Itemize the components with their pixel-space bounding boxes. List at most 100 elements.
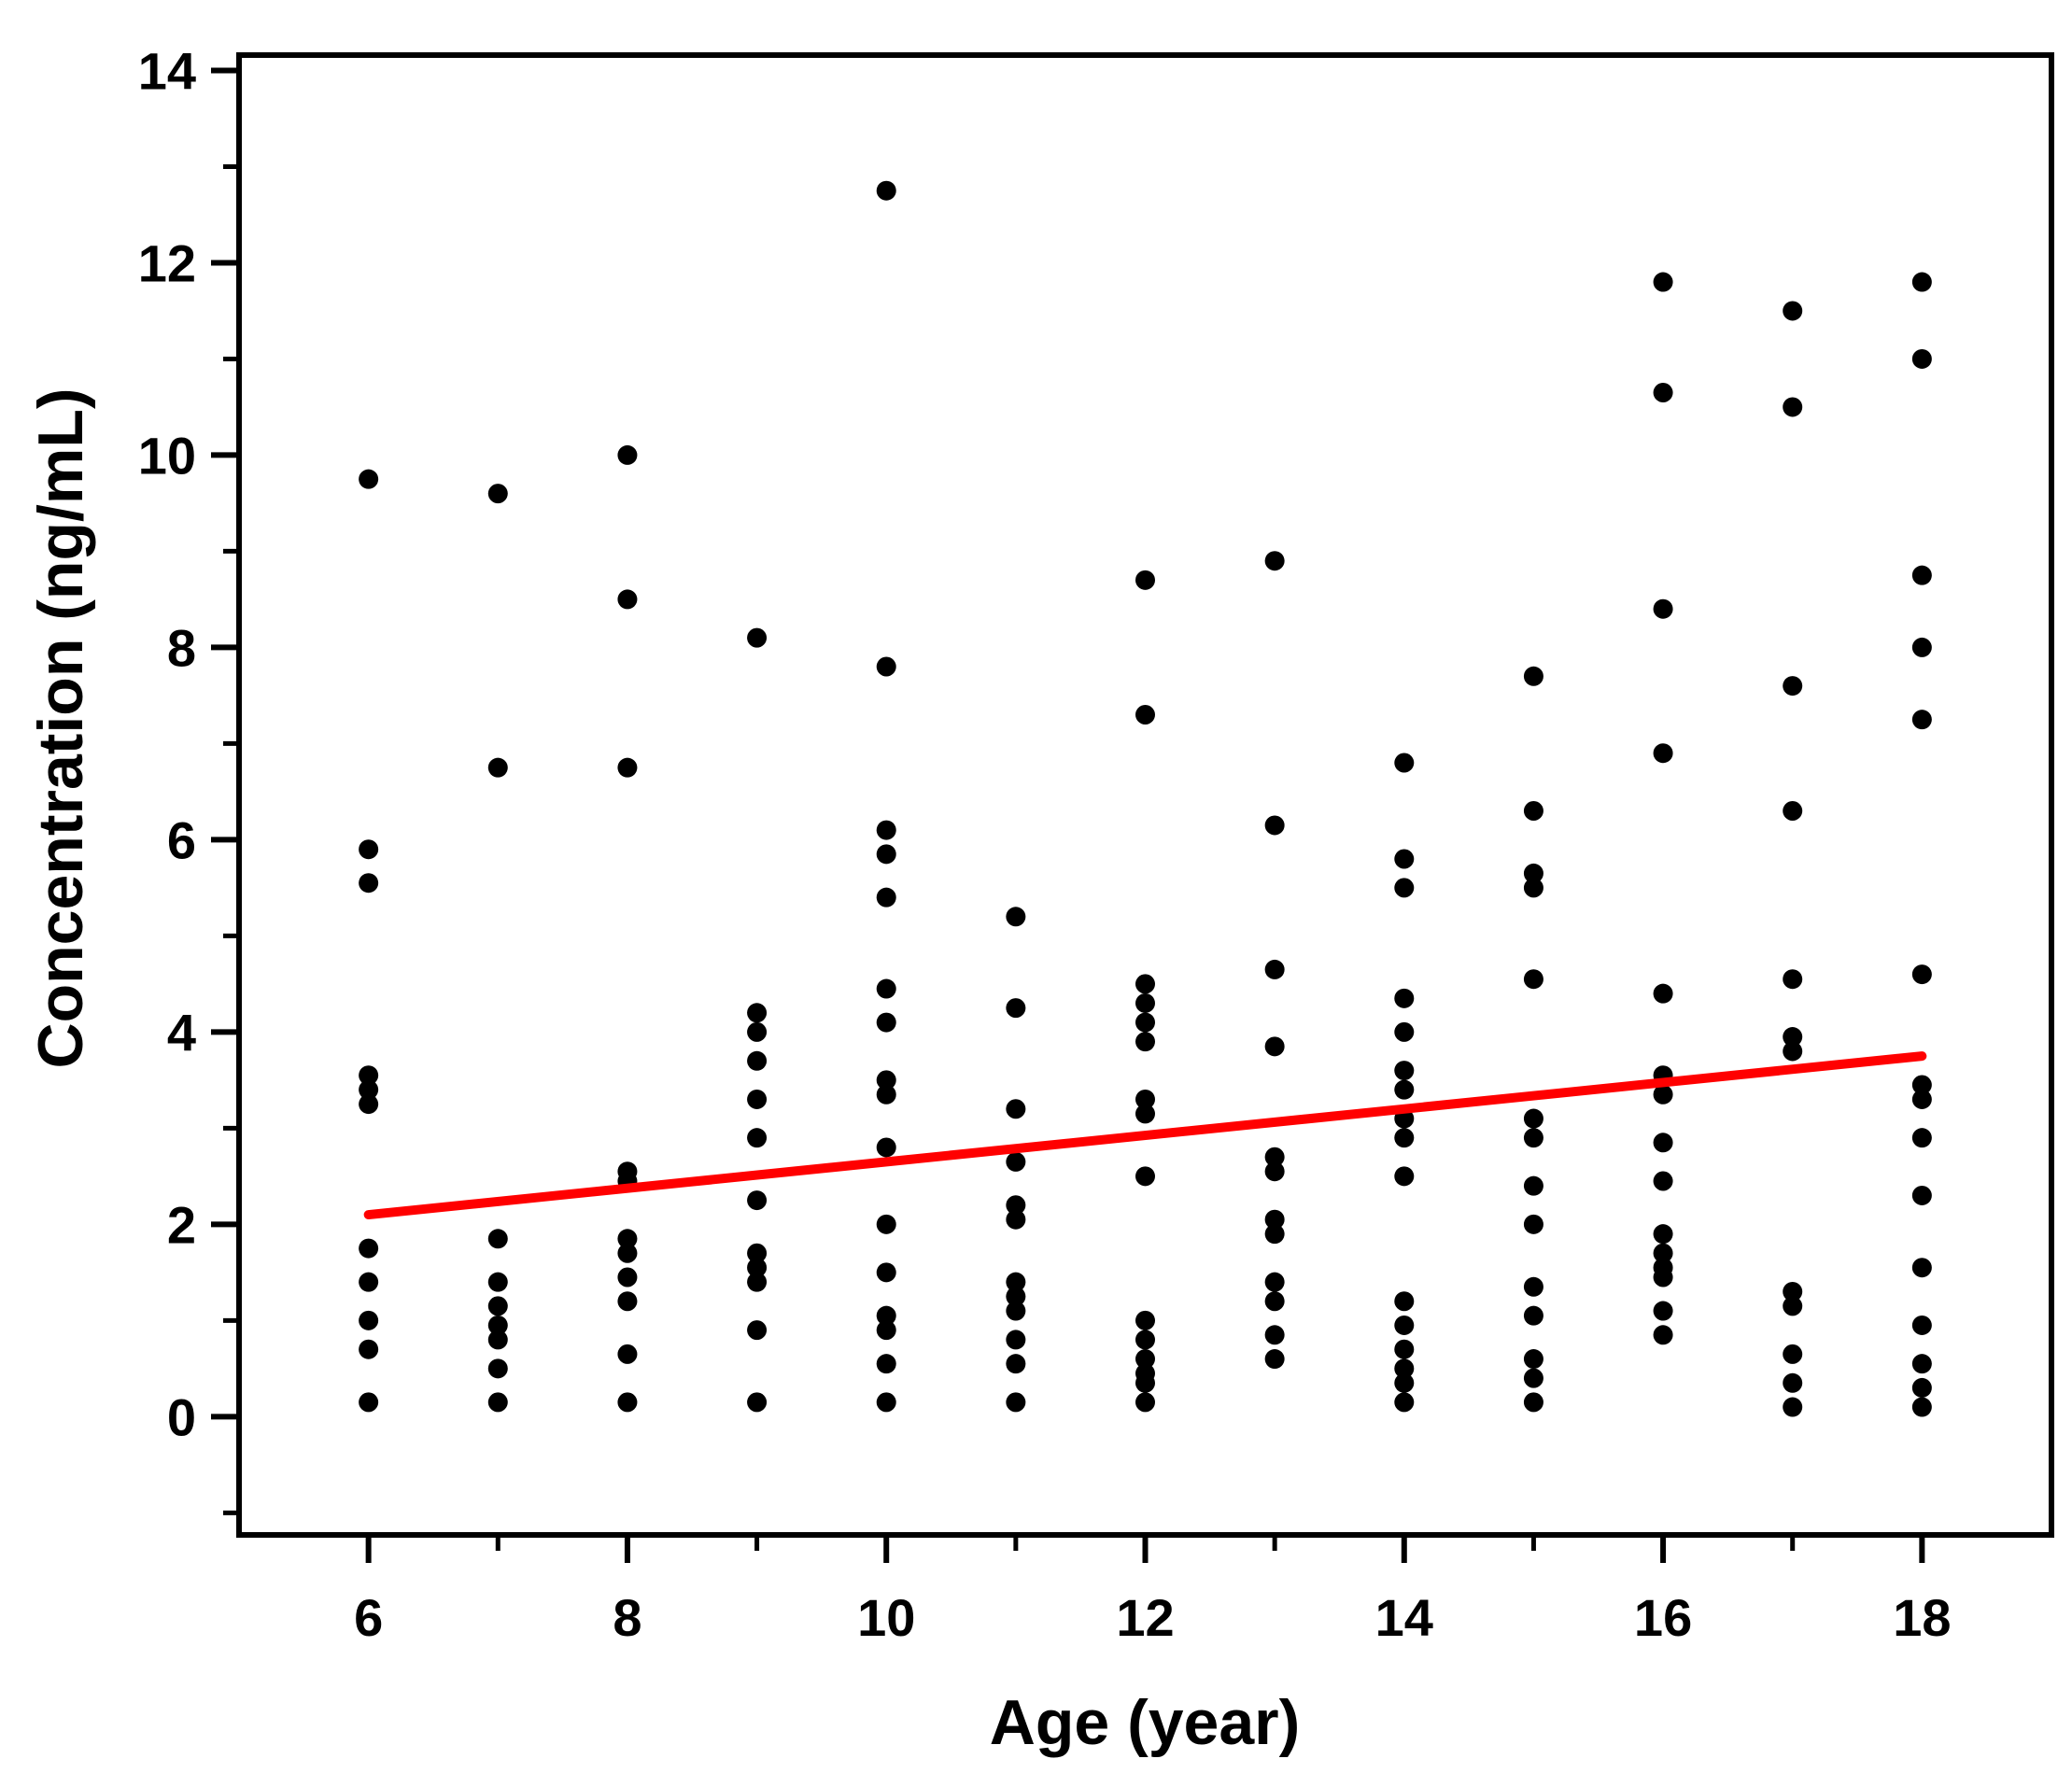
data-point [617, 757, 638, 778]
data-point [747, 1272, 768, 1292]
data-point [1264, 959, 1285, 979]
data-point [1911, 272, 1932, 292]
data-point [617, 1392, 638, 1413]
data-point [1394, 878, 1415, 898]
data-point [1006, 1195, 1026, 1216]
data-point [1653, 1084, 1673, 1105]
data-point [1911, 964, 1932, 985]
x-tick-label: 10 [857, 1588, 915, 1647]
data-point [1653, 382, 1673, 402]
data-point [1264, 1291, 1285, 1312]
data-point [1264, 551, 1285, 571]
data-point [1006, 998, 1026, 1019]
data-point [487, 1358, 508, 1379]
data-point [747, 627, 768, 648]
x-tick-label: 18 [1893, 1588, 1951, 1647]
data-point [1264, 1209, 1285, 1230]
data-point [1135, 570, 1155, 590]
data-point [1394, 1166, 1415, 1187]
data-point [1783, 800, 1803, 821]
y-tick-label: 10 [138, 426, 196, 485]
y-tick-label: 14 [138, 41, 196, 100]
data-point [617, 1291, 638, 1312]
data-point [1783, 1397, 1803, 1417]
data-point [1911, 1377, 1932, 1398]
data-point [1523, 1349, 1543, 1370]
data-point [1653, 1224, 1673, 1245]
data-point [617, 1243, 638, 1263]
data-point [1911, 1089, 1932, 1109]
data-point [1394, 1358, 1415, 1379]
data-point [487, 1392, 508, 1413]
data-point [747, 1021, 768, 1042]
y-tick-label: 0 [167, 1387, 196, 1446]
data-point [617, 1344, 638, 1364]
data-point [1394, 1392, 1415, 1413]
x-tick-label: 6 [354, 1588, 383, 1647]
data-point [1523, 1368, 1543, 1388]
data-point [876, 1320, 896, 1341]
data-point [1783, 1372, 1803, 1393]
data-point [1911, 1075, 1932, 1095]
data-point [747, 1243, 768, 1263]
data-point [747, 1089, 768, 1109]
data-point [1135, 1310, 1155, 1330]
data-point [1523, 1108, 1543, 1129]
data-point [1006, 1301, 1026, 1321]
data-point [1911, 1128, 1932, 1148]
data-point [1911, 348, 1932, 369]
data-point [1135, 1012, 1155, 1033]
data-point [359, 839, 379, 860]
data-point [1394, 1315, 1415, 1335]
data-point [1911, 1315, 1932, 1335]
data-point [359, 1310, 379, 1330]
data-point [359, 1392, 379, 1413]
data-point [1783, 301, 1803, 321]
data-point [876, 656, 896, 677]
y-tick-label: 12 [138, 233, 196, 292]
data-point [1783, 1281, 1803, 1302]
data-point [1394, 753, 1415, 773]
data-point [1264, 1325, 1285, 1345]
y-tick-label: 6 [167, 810, 196, 869]
data-point [487, 484, 508, 504]
data-point [359, 1079, 379, 1100]
data-point [1006, 1151, 1026, 1172]
data-point [1135, 705, 1155, 725]
x-axis-title: Age (year) [990, 1687, 1301, 1758]
x-tick-label: 16 [1634, 1588, 1692, 1647]
data-point [617, 1267, 638, 1288]
data-point [876, 887, 896, 908]
data-point [747, 1003, 768, 1023]
data-point [359, 1065, 379, 1086]
data-point [1006, 1272, 1026, 1292]
data-point [487, 1330, 508, 1350]
data-point [1264, 1272, 1285, 1292]
data-point [1264, 815, 1285, 836]
data-point [1006, 1330, 1026, 1350]
data-point [359, 1272, 379, 1292]
data-point [1523, 969, 1543, 990]
data-point [876, 1070, 896, 1091]
y-tick-label: 8 [167, 618, 196, 677]
data-point [1135, 1032, 1155, 1052]
data-point [1653, 1267, 1673, 1288]
data-point [1653, 1301, 1673, 1321]
data-point [359, 469, 379, 489]
data-point [1911, 1185, 1932, 1205]
data-point [747, 1258, 768, 1278]
data-point [1006, 907, 1026, 927]
data-point [747, 1190, 768, 1211]
data-point [1264, 1147, 1285, 1167]
data-point [876, 1392, 896, 1413]
data-point [1523, 1305, 1543, 1326]
trend-line [363, 1051, 1927, 1220]
data-point [1911, 1258, 1932, 1278]
data-point [1264, 1224, 1285, 1245]
data-point [1264, 1349, 1285, 1370]
data-point [1523, 878, 1543, 898]
y-tick-label: 4 [167, 1003, 196, 1062]
data-point [1135, 1349, 1155, 1370]
data-point [876, 1214, 896, 1234]
